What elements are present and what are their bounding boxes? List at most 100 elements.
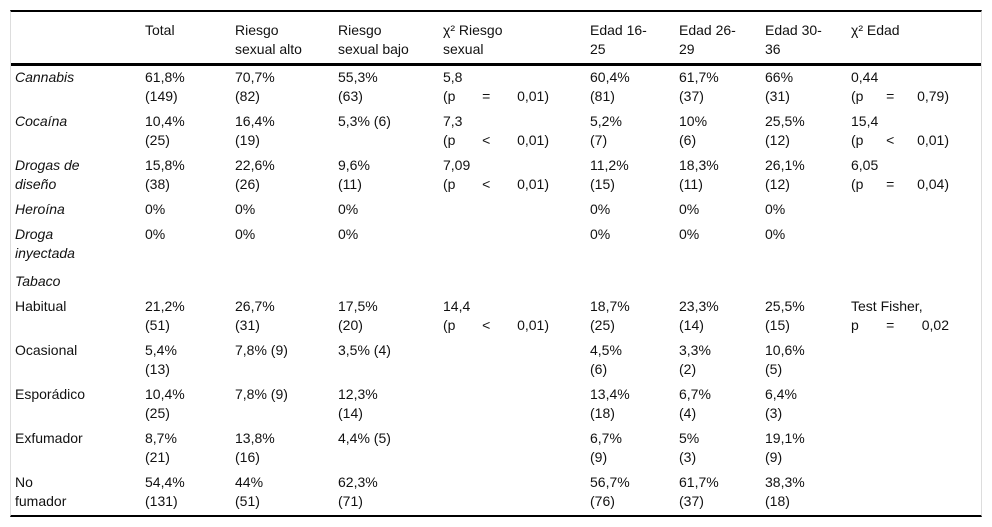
- cell-value: (21): [145, 449, 170, 465]
- cell-value: 18,3%: [679, 157, 719, 173]
- cell-value: (13): [145, 361, 170, 377]
- row-label-text: No: [15, 474, 33, 490]
- table-cell: 61,7% (37): [679, 473, 765, 511]
- table-cell: 62,3% (71): [338, 473, 443, 511]
- table-cell: 0%: [590, 200, 679, 219]
- p-value-part: (p: [443, 132, 456, 148]
- row-label-text: fumador: [15, 493, 67, 509]
- table-cell: 18,7% (25): [590, 297, 679, 335]
- table-cell: 56,7% (76): [590, 473, 679, 511]
- p-value-line: (p = 0,04): [851, 175, 949, 194]
- row-label-text: Habitual: [15, 298, 67, 314]
- header-cell-edad-30-36: Edad 30- 36: [765, 21, 851, 59]
- cell-value: (81): [590, 88, 615, 104]
- table-row: No fumador 54,4% (131) 44% (51) 62,3% (71) 56,7%…: [11, 471, 981, 515]
- cell-value: 10,4%: [145, 386, 185, 402]
- cell-value: 23,3%: [679, 298, 719, 314]
- cell-value: (71): [338, 493, 363, 509]
- row-label-text: Esporádico: [15, 386, 86, 402]
- p-value-part: =: [886, 176, 895, 192]
- row-label: Tabaco: [15, 272, 145, 291]
- cell-value: 60,4%: [590, 69, 630, 85]
- table-row: Esporádico 10,4% (25) 7,8% (9) 12,3% (14) 13,4…: [11, 383, 981, 427]
- header-label: χ² Edad: [851, 22, 900, 38]
- table-row: Cannabis 61,8% (149) 70,7% (82) 55,3% (63) 5,8 (…: [11, 66, 981, 110]
- cell-value: (31): [235, 317, 260, 333]
- cell-value: 6,7%: [590, 430, 622, 446]
- p-value-line: (p <0,01): [851, 131, 949, 150]
- p-value-part: p: [851, 317, 859, 333]
- cell-value: (14): [338, 405, 363, 421]
- table-row: Ocasional 5,4% (13) 7,8% (9) 3,5% (4) 4,5% (6)…: [11, 339, 981, 383]
- cell-value: 7,09: [443, 157, 471, 173]
- table-cell: 11,2% (15): [590, 156, 679, 194]
- cell-value: (63): [338, 88, 363, 104]
- p-value-part: (p: [443, 88, 456, 104]
- table-cell: 7,09 (p <0,01): [443, 156, 590, 194]
- header-cell-riesgo-sexual-alto: Riesgo sexual alto: [235, 21, 338, 59]
- cell-value: 0%: [235, 226, 256, 242]
- p-value-line: (p = 0,01): [443, 87, 549, 106]
- row-label: Exfumador: [15, 429, 145, 448]
- table-cell: 13,4% (18): [590, 385, 679, 423]
- header-label: χ² Riesgo: [443, 22, 503, 38]
- table-cell: 12,3% (14): [338, 385, 443, 423]
- cell-value: (12): [765, 132, 790, 148]
- p-value-part: (p: [851, 88, 864, 104]
- table-cell: 25,5% (15): [765, 297, 851, 335]
- header-cell-riesgo-sexual-bajo: Riesgo sexual bajo: [338, 21, 443, 59]
- cell-value: 7,3: [443, 113, 463, 129]
- table-cell: 0%: [765, 200, 851, 219]
- header-label: Total: [145, 22, 175, 38]
- table-cell: 3,5% (4): [338, 341, 443, 360]
- table-row: Exfumador 8,7% (21) 13,8% (16) 4,4% (5) 6,7% (9…: [11, 427, 981, 471]
- cell-value: 17,5%: [338, 298, 378, 314]
- table-cell: 6,7% (4): [679, 385, 765, 423]
- table-cell: 0%: [590, 225, 679, 244]
- cell-value: 25,5%: [765, 298, 805, 314]
- header-label: 36: [765, 41, 781, 57]
- table-cell: 6,4% (3): [765, 385, 851, 423]
- table-cell: 60,4% (81): [590, 68, 679, 106]
- table-cell: 23,3% (14): [679, 297, 765, 335]
- table-row: Drogas de diseño 15,8% (38) 22,6% (26) 9,6% (11…: [11, 154, 981, 198]
- header-label: 25: [590, 41, 606, 57]
- row-label-text: inyectada: [15, 245, 75, 261]
- table-row: Habitual 21,2% (51) 26,7% (31) 17,5% (20) 14,4 (…: [11, 295, 981, 339]
- cell-value: 61,7%: [679, 474, 719, 490]
- table-cell: 44% (51): [235, 473, 338, 511]
- header-label: Edad 16-: [590, 22, 647, 38]
- p-value-line: (p <0,01): [443, 175, 549, 194]
- table-cell: 21,2% (51): [145, 297, 235, 335]
- p-value-part: (p: [851, 176, 864, 192]
- cell-value: (149): [145, 88, 178, 104]
- cell-value: 66%: [765, 69, 794, 85]
- row-label: Drogas de diseño: [15, 156, 145, 194]
- cell-value: 12,3%: [338, 386, 378, 402]
- header-label: 29: [679, 41, 695, 57]
- table-cell: 0%: [338, 225, 443, 244]
- cell-value: (15): [590, 176, 615, 192]
- table-cell: 26,1% (12): [765, 156, 851, 194]
- cell-value: 44%: [235, 474, 264, 490]
- p-value-line: p = 0,02: [851, 316, 949, 335]
- header-label: Riesgo: [338, 22, 382, 38]
- p-value-part: 0,01): [517, 88, 549, 104]
- table-cell: 5,3% (6): [338, 112, 443, 131]
- cell-value: 6,4%: [765, 386, 797, 402]
- cell-value: 7,8% (9): [235, 342, 288, 358]
- table-cell: 18,3% (11): [679, 156, 765, 194]
- cell-value: 19,1%: [765, 430, 805, 446]
- table-header-row: Total Riesgo sexual alto Riesgo sexual bajo χ…: [11, 12, 981, 66]
- table-cell: 6,05 (p = 0,04): [851, 156, 981, 194]
- cell-value: 13,4%: [590, 386, 630, 402]
- table-cell: 0,44 (p = 0,79): [851, 68, 981, 106]
- cell-value: 55,3%: [338, 69, 378, 85]
- cell-value: 38,3%: [765, 474, 805, 490]
- p-value-part: (p: [443, 317, 456, 333]
- cell-value: 0%: [590, 201, 611, 217]
- row-label: Habitual: [15, 297, 145, 316]
- table-row: Tabaco: [11, 267, 981, 295]
- cell-value: 25,5%: [765, 113, 805, 129]
- cell-value: 3,5% (4): [338, 342, 391, 358]
